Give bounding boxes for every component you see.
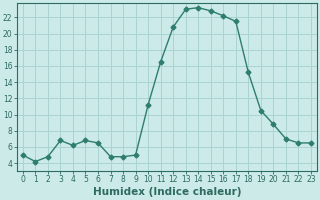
X-axis label: Humidex (Indice chaleur): Humidex (Indice chaleur) [93, 187, 241, 197]
